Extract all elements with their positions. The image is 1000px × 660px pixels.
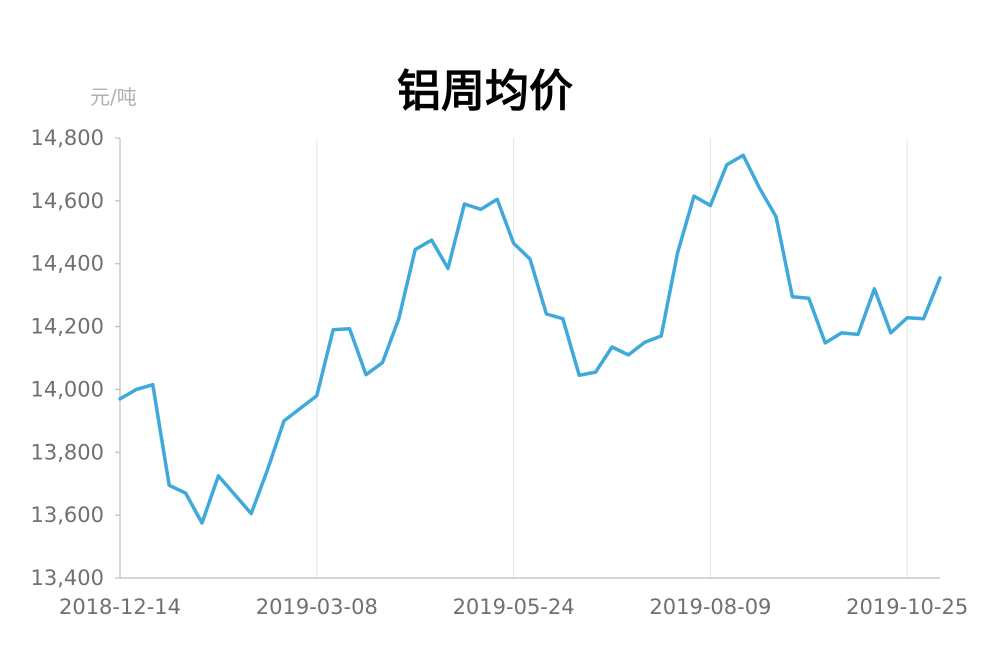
y-axis-unit-label: 元/吨 <box>90 85 137 109</box>
y-tick-label: 14,000 <box>31 377 104 401</box>
x-tick-label: 2019-08-09 <box>649 595 771 619</box>
series-layer <box>118 153 942 525</box>
x-tick-label: 2018-12-14 <box>59 595 181 619</box>
y-tick-label: 14,600 <box>31 189 104 213</box>
y-tick-label: 14,800 <box>31 126 104 150</box>
x-tick-label: 2019-03-08 <box>256 595 378 619</box>
x-tick-label: 2019-05-24 <box>453 595 575 619</box>
x-axis-ticks: 2018-12-14 2019-03-08 2019-05-24 2019-08-09… <box>59 595 968 619</box>
y-tick-label: 14,400 <box>31 252 104 276</box>
x-tick-label: 2019-10-25 <box>846 595 968 619</box>
y-tick-label: 14,200 <box>31 315 104 339</box>
y-tick-label: 13,800 <box>31 440 104 464</box>
y-axis-ticks: 13,400 13,600 13,800 14,000 14,200 14,400 14,6… <box>31 126 120 590</box>
vertical-gridlines <box>316 138 908 578</box>
axes <box>119 138 940 579</box>
y-tick-label: 13,600 <box>31 503 104 527</box>
chart-title: 铝周均价 <box>397 66 573 117</box>
series-line <box>118 153 942 525</box>
y-tick-label: 13,400 <box>31 566 104 590</box>
